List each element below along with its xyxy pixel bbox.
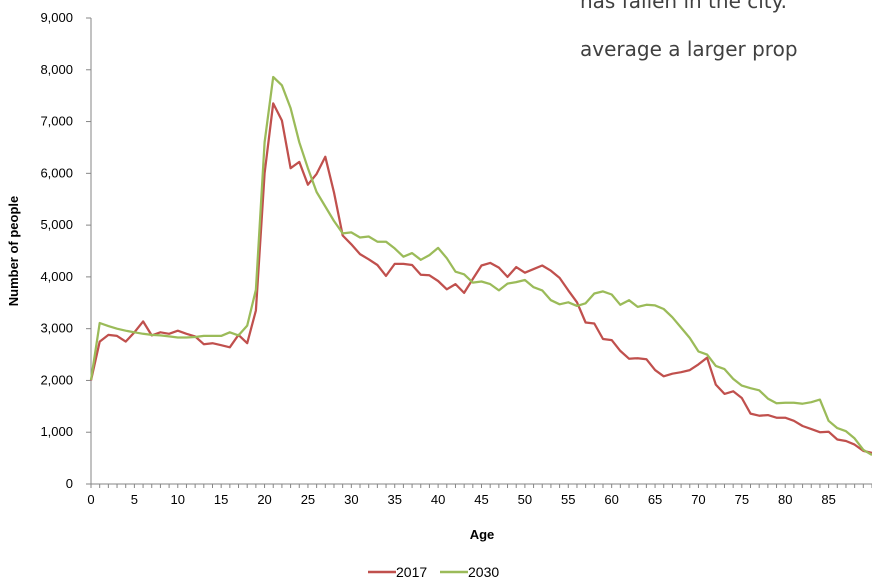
series-line-2017 — [89, 102, 872, 454]
y-tick-label: 0 — [66, 476, 73, 491]
x-axis-title: Age — [470, 527, 495, 542]
y-tick-label: 9,000 — [40, 10, 73, 25]
x-tick-label: 85 — [821, 492, 835, 507]
series-line-2030 — [89, 75, 872, 456]
x-tick-label: 35 — [387, 492, 401, 507]
x-tick-label: 70 — [691, 492, 705, 507]
y-tick-label: 7,000 — [40, 114, 73, 129]
y-tick-label: 2,000 — [40, 372, 73, 387]
x-tick-label: 10 — [171, 492, 185, 507]
x-tick-label: 45 — [474, 492, 488, 507]
overlay-text-line-2: average a larger prop — [580, 37, 798, 61]
x-tick-label: 30 — [344, 492, 358, 507]
y-tick-label: 5,000 — [40, 217, 73, 232]
x-tick-label: 0 — [87, 492, 94, 507]
x-tick-label: 50 — [518, 492, 532, 507]
x-tick-label: 75 — [735, 492, 749, 507]
y-tick-label: 8,000 — [40, 62, 73, 77]
y-tick-label: 4,000 — [40, 269, 73, 284]
x-tick-label: 40 — [431, 492, 445, 507]
x-tick-label: 80 — [778, 492, 792, 507]
x-tick-label: 20 — [257, 492, 271, 507]
y-tick-label: 6,000 — [40, 165, 73, 180]
x-tick-label: 60 — [604, 492, 618, 507]
x-tick-label: 15 — [214, 492, 228, 507]
legend: 2017 2030 — [368, 564, 499, 580]
legend-label-2017: 2017 — [396, 564, 427, 580]
y-axis: 0 1,000 2,000 3,000 4,000 5,000 6,000 7,000 8,00… — [40, 10, 92, 491]
y-tick-label: 1,000 — [40, 424, 73, 439]
x-tick-label: 55 — [561, 492, 575, 507]
chart-series — [89, 75, 872, 456]
x-axis: 0 5 10 15 20 25 30 35 40 45 50 55 60 65 70 75 80 85 — [87, 483, 872, 507]
overlay-text-line-1: has fallen in the city. — [580, 0, 787, 13]
x-tick-label: 65 — [648, 492, 662, 507]
y-tick-label: 3,000 — [40, 321, 73, 336]
y-axis-title: Number of people — [6, 196, 21, 307]
x-tick-label: 5 — [131, 492, 138, 507]
x-tick-label: 25 — [301, 492, 315, 507]
legend-label-2030: 2030 — [468, 564, 499, 580]
